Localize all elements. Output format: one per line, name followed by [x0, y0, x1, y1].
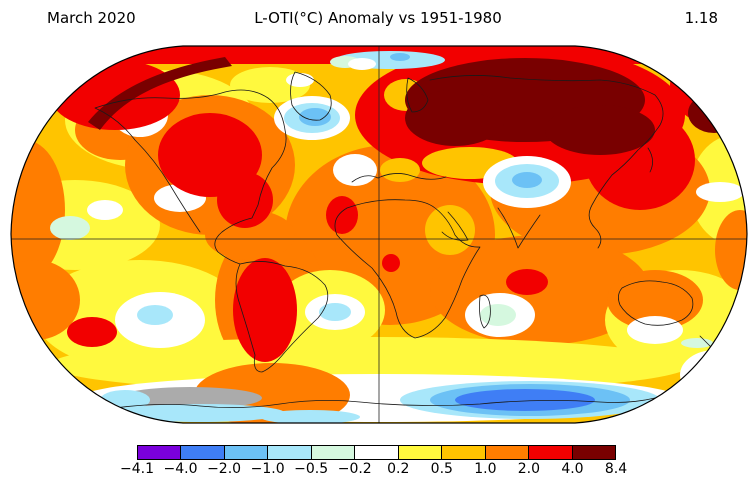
map-outline	[10, 45, 748, 424]
map-shape	[455, 389, 595, 411]
alaska-coast-maroon	[88, 57, 232, 130]
map-shape	[87, 200, 123, 220]
map-shape	[260, 410, 360, 423]
colorbar-segment-6	[398, 446, 443, 459]
map-shape	[326, 196, 358, 234]
anomaly-field	[11, 46, 747, 423]
map-shape	[696, 182, 744, 202]
colorbar-tick: −0.5	[294, 461, 329, 477]
colorbar-tick: 0.5	[430, 461, 453, 477]
graticule	[11, 46, 747, 423]
colorbar-tick: −2.0	[207, 461, 242, 477]
map-shape	[50, 216, 90, 240]
map-shape	[715, 210, 747, 290]
map-shape	[425, 205, 475, 255]
map-shape	[512, 172, 542, 188]
colorbar-segment-3	[268, 446, 312, 459]
colorbar-segment-5	[355, 446, 399, 459]
date-label: March 2020	[47, 9, 136, 27]
argentina-red	[233, 258, 297, 362]
colorbar-segment-7	[442, 446, 486, 459]
colorbar-segment-4	[311, 446, 356, 459]
colorbar-segment-8	[485, 446, 530, 459]
map-shape	[319, 303, 351, 321]
map-shape	[299, 108, 331, 126]
map-shape	[627, 316, 683, 344]
map-shape	[333, 154, 377, 186]
map-shape	[217, 172, 273, 228]
figure-title: L-OTI(°C) Anomaly vs 1951-1980	[254, 9, 502, 27]
map-shape	[380, 158, 420, 182]
map-shape	[480, 304, 516, 326]
global-mean-value: 1.18	[684, 9, 718, 27]
map-shape	[286, 73, 314, 87]
map-shape	[506, 269, 548, 295]
colorbar-tick: −0.2	[337, 461, 372, 477]
colorbar-tick: 0.2	[387, 461, 410, 477]
map-shape	[545, 105, 655, 155]
map-shape	[405, 90, 505, 146]
map-shape	[680, 350, 747, 400]
colorbar-tick: 4.0	[561, 461, 584, 477]
colorbar-tick-labels: −4.1 −4.0 −2.0 −1.0 −0.5 −0.2 0.2 0.5 1.0 2.0 4.0 8…	[120, 461, 627, 479]
colorbar-tick: −4.1	[120, 461, 154, 477]
map-shape	[67, 317, 117, 347]
colorbar-segment-1	[181, 446, 225, 459]
map-shape	[11, 140, 65, 280]
map-shape	[670, 46, 747, 125]
colorbar-segment-2	[224, 446, 269, 459]
map-shape	[205, 210, 295, 260]
colorbar-tick: 1.0	[474, 461, 497, 477]
map-shape	[382, 254, 400, 272]
colorbar-segment-10	[572, 446, 615, 459]
anomaly-colorbar	[137, 445, 616, 460]
map-shape	[137, 305, 173, 325]
colorbar-tick: −1.0	[250, 461, 285, 477]
colorbar-segment-0	[138, 446, 182, 459]
map-shape	[115, 404, 285, 422]
map-shape	[348, 58, 376, 70]
colorbar-tick: 2.0	[517, 461, 541, 477]
colorbar-tick: −4.0	[163, 461, 198, 477]
colorbar-segment-9	[529, 446, 573, 459]
west-antarctica-nodata	[118, 387, 262, 409]
coastlines	[94, 71, 715, 409]
australia-orange	[607, 270, 703, 330]
map-shape	[390, 53, 410, 61]
new-zealand-mint	[681, 338, 713, 348]
colorbar-tick: 8.4	[604, 461, 628, 477]
